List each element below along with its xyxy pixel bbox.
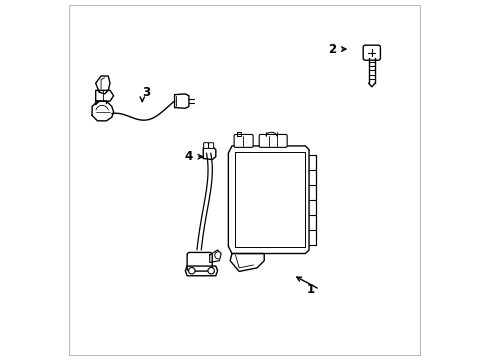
FancyBboxPatch shape (208, 143, 213, 148)
Text: 1: 1 (305, 283, 314, 296)
Polygon shape (185, 266, 217, 276)
FancyBboxPatch shape (234, 134, 253, 147)
Text: 3: 3 (142, 86, 150, 99)
Polygon shape (234, 152, 305, 247)
Circle shape (188, 267, 195, 274)
Circle shape (207, 267, 214, 274)
Polygon shape (237, 132, 241, 136)
Text: 2: 2 (327, 42, 335, 55)
Polygon shape (209, 250, 221, 262)
Polygon shape (96, 90, 113, 101)
Polygon shape (92, 101, 113, 121)
Polygon shape (96, 76, 110, 94)
Polygon shape (228, 146, 308, 253)
Polygon shape (203, 147, 215, 159)
FancyBboxPatch shape (203, 143, 208, 148)
FancyBboxPatch shape (187, 252, 212, 271)
Text: 4: 4 (184, 150, 192, 163)
Polygon shape (174, 94, 188, 108)
Polygon shape (230, 253, 264, 271)
FancyBboxPatch shape (363, 45, 380, 60)
FancyBboxPatch shape (259, 134, 286, 147)
